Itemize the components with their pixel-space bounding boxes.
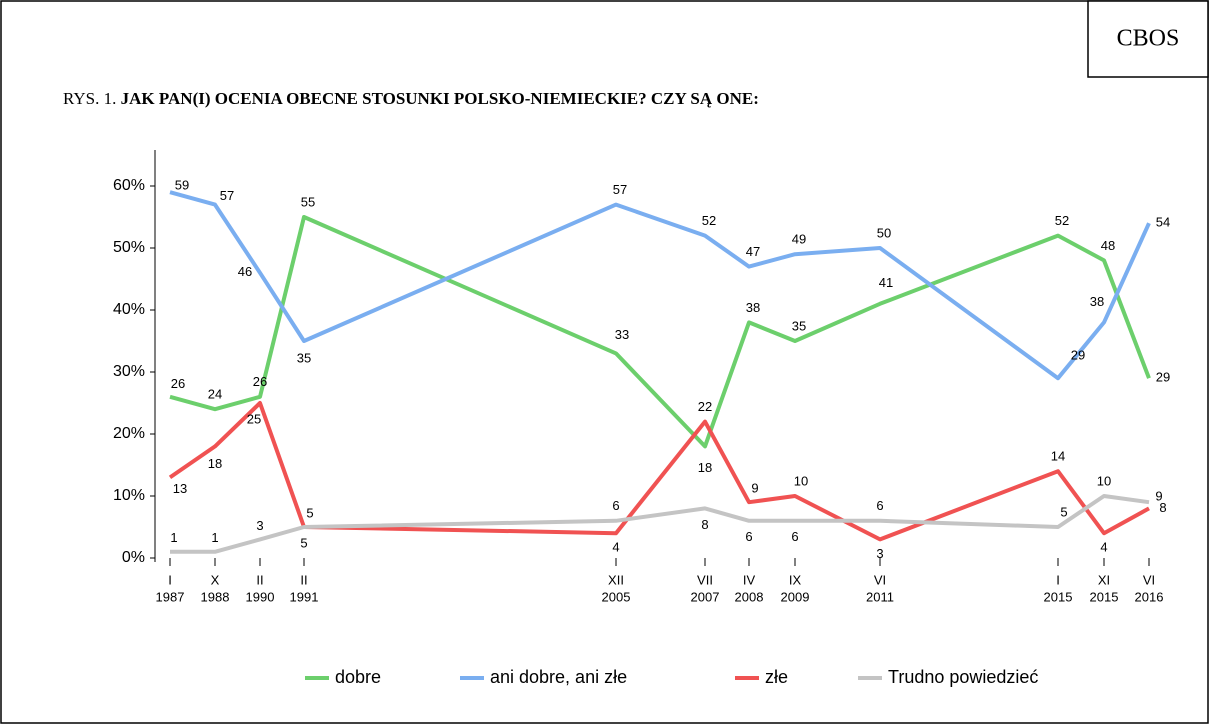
data-label: 29 — [1156, 370, 1170, 385]
x-tick-label: 1991 — [290, 589, 319, 604]
data-label: 50 — [877, 225, 891, 240]
x-tick-label: XII — [608, 572, 624, 587]
data-label: 6 — [612, 498, 619, 513]
x-tick-label: X — [211, 572, 220, 587]
y-tick-label: 40% — [113, 301, 145, 318]
data-label: 25 — [247, 411, 261, 426]
data-label: 47 — [746, 244, 760, 259]
legend-label: ani dobre, ani złe — [490, 667, 627, 687]
data-label: 46 — [238, 264, 252, 279]
y-tick-label: 10% — [113, 487, 145, 504]
data-label: 52 — [1055, 213, 1069, 228]
legend-label: dobre — [335, 667, 381, 687]
data-label: 57 — [220, 188, 234, 203]
x-tick-label: VI — [874, 572, 886, 587]
data-label: 8 — [701, 517, 708, 532]
data-label: 6 — [876, 498, 883, 513]
data-label: 14 — [1051, 449, 1065, 464]
title-prefix: RYS. 1. — [63, 89, 116, 108]
x-tick-label: VI — [1143, 572, 1155, 587]
y-tick-label: 50% — [113, 239, 145, 256]
data-label: 38 — [746, 300, 760, 315]
data-label: 41 — [879, 275, 893, 290]
data-label: 8 — [1159, 500, 1166, 515]
legend-label: złe — [765, 667, 788, 687]
data-label: 18 — [698, 460, 712, 475]
data-label: 29 — [1071, 348, 1085, 363]
x-tick-label: 2016 — [1135, 589, 1164, 604]
data-label: 24 — [208, 387, 222, 402]
data-label: 9 — [751, 481, 758, 496]
data-label: 48 — [1101, 238, 1115, 253]
series-line — [169, 190, 1151, 381]
data-label: 1 — [170, 530, 177, 545]
series-line — [168, 401, 1150, 542]
x-tick-label: II — [256, 572, 263, 587]
data-label: 52 — [702, 213, 716, 228]
source: CBOS — [1117, 26, 1180, 52]
data-label: 3 — [876, 546, 883, 561]
x-tick-label: XI — [1098, 572, 1110, 587]
x-tick-label: 2011 — [866, 589, 894, 604]
data-label: 6 — [791, 529, 798, 544]
data-label: 6 — [745, 529, 752, 544]
x-tick-label: 1987 — [156, 589, 185, 604]
data-label: 35 — [297, 350, 311, 365]
x-tick-label: 1988 — [201, 589, 230, 604]
x-tick-label: 2007 — [691, 589, 720, 604]
title-text: JAK PAN(I) OCENIA OBECNE STOSUNKI POLSKO… — [121, 89, 759, 108]
source-box — [1087, 0, 1209, 78]
data-label: 10 — [1097, 473, 1111, 488]
y-tick-label: 0% — [122, 549, 145, 566]
y-tick-label: 30% — [113, 363, 145, 380]
series-line — [170, 494, 1150, 554]
data-label: 4 — [612, 540, 619, 555]
data-label: 26 — [171, 376, 185, 391]
data-label: 13 — [173, 481, 187, 496]
x-tick-label: II — [300, 572, 307, 587]
x-tick-label: 2008 — [735, 589, 764, 604]
data-label: 5 — [300, 535, 307, 550]
x-tick-label: 2015 — [1090, 589, 1119, 604]
data-label: 38 — [1090, 294, 1104, 309]
x-tick-label: I — [168, 572, 172, 587]
data-label: 3 — [256, 518, 263, 533]
data-label: 5 — [1060, 504, 1067, 519]
data-label: 59 — [175, 178, 189, 193]
x-tick-label: 2009 — [781, 589, 810, 604]
x-tick-label: VII — [697, 572, 713, 587]
legend-label: Trudno powiedzieć — [888, 667, 1038, 687]
x-tick-label: 2015 — [1044, 589, 1073, 604]
data-label: 5 — [306, 505, 313, 520]
data-label: 26 — [253, 374, 267, 389]
data-label: 49 — [792, 232, 806, 247]
y-tick-label: 60% — [113, 177, 145, 194]
x-tick-label: 2005 — [602, 589, 631, 604]
data-label: 54 — [1156, 215, 1170, 230]
data-label: 35 — [792, 318, 806, 333]
data-label: 22 — [698, 399, 712, 414]
data-label: 57 — [613, 182, 627, 197]
x-tick-label: I — [1056, 572, 1060, 587]
x-tick-label: 1990 — [246, 589, 275, 604]
data-label: 9 — [1155, 489, 1162, 504]
data-label: 4 — [1100, 540, 1107, 555]
data-label: 1 — [211, 530, 218, 545]
series-line — [169, 215, 1151, 449]
data-label: 10 — [794, 473, 808, 488]
x-tick-label: IV — [743, 572, 756, 587]
data-label: 55 — [301, 194, 315, 209]
x-tick-label: IX — [789, 572, 802, 587]
data-label: 33 — [615, 327, 629, 342]
data-label: 18 — [208, 456, 222, 471]
title: RYS. 1. JAK PAN(I) OCENIA OBECNE STOSUNK… — [63, 89, 759, 108]
y-tick-label: 20% — [113, 425, 145, 442]
